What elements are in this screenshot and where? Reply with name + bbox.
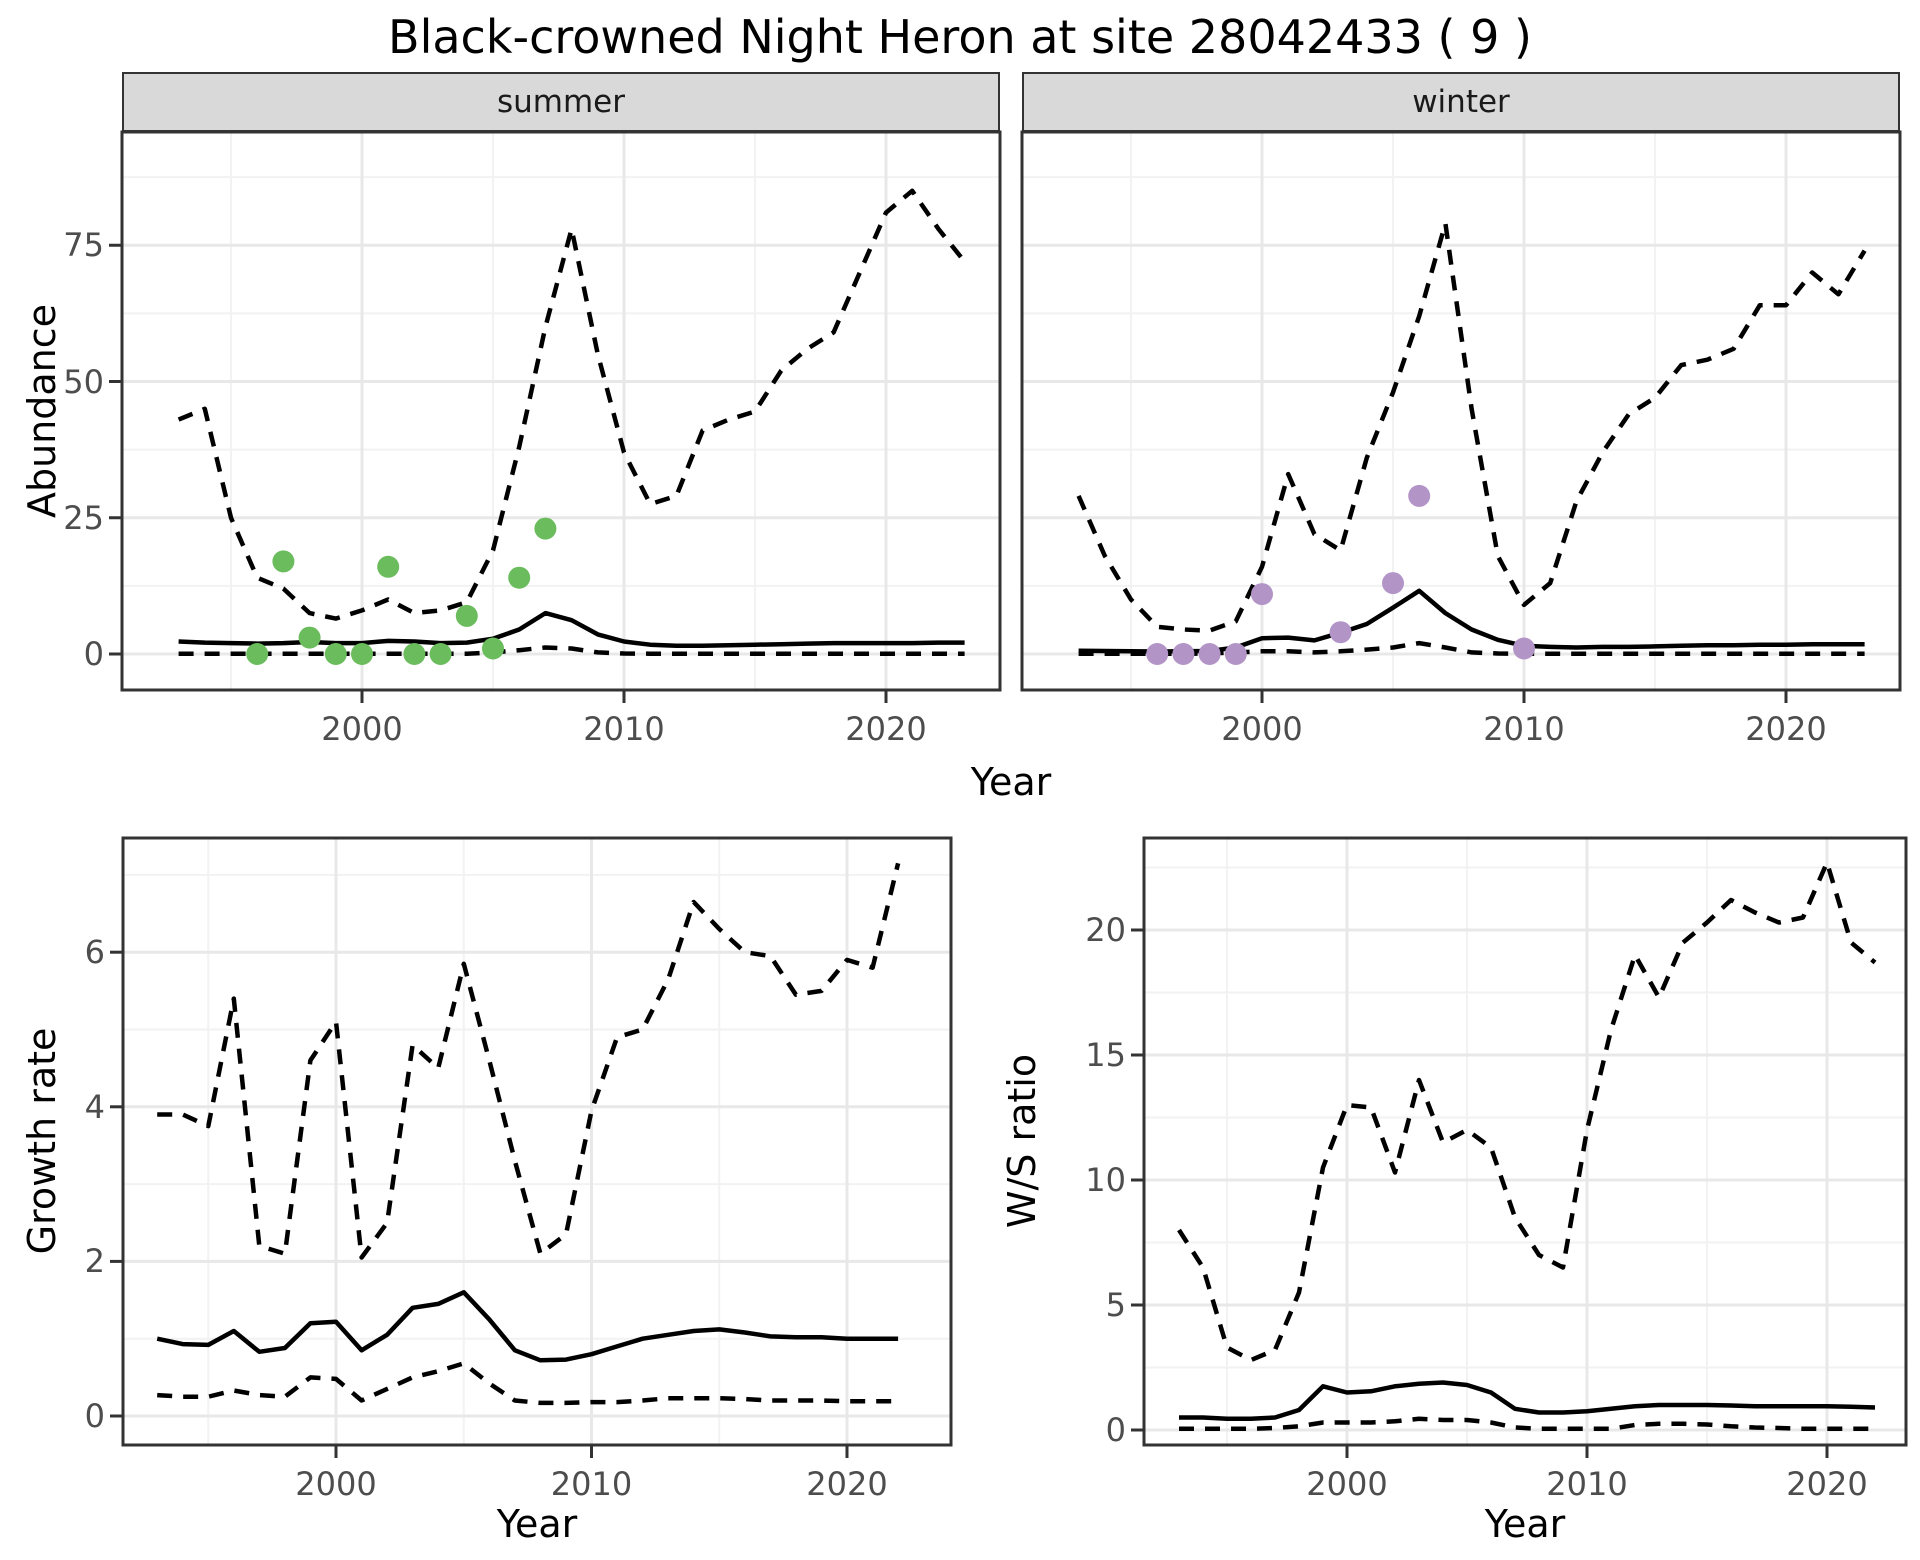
x-tick-label: 2020 xyxy=(845,710,927,748)
chart-title: Black-crowned Night Heron at site 280424… xyxy=(388,10,1532,64)
abundance_winter-median_estimate-line xyxy=(1078,588,1865,654)
ws_ratio-median_estimate-line xyxy=(1179,1380,1876,1422)
data-point xyxy=(429,643,452,665)
y-tick-label: 20 xyxy=(1085,911,1126,949)
growth_rate-median_estimate-line xyxy=(156,1290,899,1363)
panel-border xyxy=(121,836,953,1447)
y-axis-title-abundance: Abundance xyxy=(20,303,64,519)
gridlines-minor xyxy=(1144,838,1906,1445)
y-tick-label: 75 xyxy=(63,226,104,265)
data-point xyxy=(508,566,531,589)
panel-ws-ratio xyxy=(1131,836,1908,1458)
ws_ratio-plot-area xyxy=(1131,836,1908,1458)
y-tick-label: 0 xyxy=(84,1397,105,1435)
panel-border xyxy=(1020,130,1902,692)
x-tick-label: 2010 xyxy=(1546,1465,1628,1503)
abundance_winter-observed-points xyxy=(1146,484,1535,665)
data-point xyxy=(1172,643,1195,665)
x-axis-title-growth-rate: Year xyxy=(496,1502,578,1546)
x-axis-title-ws-ratio: Year xyxy=(1484,1502,1566,1546)
y-axis-title-ws-ratio: W/S ratio xyxy=(1000,1053,1044,1229)
facet-strip-label-summer: summer xyxy=(496,84,625,120)
data-point xyxy=(403,643,426,665)
gridlines-major xyxy=(1022,132,1900,690)
x-tick-label: 2020 xyxy=(806,1465,888,1503)
data-point xyxy=(455,604,478,627)
data-point xyxy=(324,643,347,665)
data-point xyxy=(1382,572,1404,595)
gridlines-minor xyxy=(1022,132,1900,690)
facet-strip-summer: summer xyxy=(122,72,1000,132)
abundance_winter-upper_95ci-line xyxy=(1076,221,1867,633)
x-tick-label: 2010 xyxy=(1483,710,1565,748)
data-point xyxy=(1251,583,1273,606)
data-point xyxy=(351,643,373,665)
x-tick-label: 2000 xyxy=(1306,1465,1388,1503)
panel-growth-rate xyxy=(110,836,953,1458)
data-point xyxy=(298,626,321,649)
y-tick-label: 10 xyxy=(1085,1161,1126,1199)
x-tick-label: 2000 xyxy=(295,1465,377,1503)
x-tick-label: 2010 xyxy=(550,1465,633,1503)
abundance_winter-plot-area xyxy=(1020,130,1902,703)
x-tick-label: 2000 xyxy=(321,710,403,748)
gridlines-major xyxy=(122,132,1000,690)
x-tick-label: 2020 xyxy=(1786,1465,1868,1503)
axis-tick-marks xyxy=(109,243,888,703)
axis-tick-marks xyxy=(1131,928,1829,1458)
abundance_summer-upper_95ci-line xyxy=(177,188,967,621)
abundance_summer-median_estimate-line xyxy=(178,610,965,649)
facet-strip-winter: winter xyxy=(1022,72,1900,132)
panel-abundance-summer xyxy=(109,130,1002,703)
y-tick-label: 6 xyxy=(84,933,105,972)
data-point xyxy=(482,637,504,660)
x-tick-label: 2000 xyxy=(1221,710,1303,748)
data-point xyxy=(534,517,557,540)
y-tick-label: 4 xyxy=(84,1087,105,1126)
y-tick-label: 50 xyxy=(63,362,104,401)
x-axis-title-top: Year xyxy=(970,760,1052,804)
gridlines-major xyxy=(123,838,951,1445)
y-tick-label: 15 xyxy=(1085,1036,1126,1074)
facet-strip-label-winter: winter xyxy=(1412,84,1510,120)
abundance_summer-lower_95ci-line xyxy=(178,645,965,656)
y-tick-label: 2 xyxy=(84,1242,105,1281)
gridlines-minor xyxy=(122,132,1000,690)
data-point xyxy=(246,643,269,665)
y-tick-label: 0 xyxy=(83,635,104,673)
data-point xyxy=(1408,484,1431,507)
axis-tick-marks xyxy=(110,950,849,1458)
ws_ratio-upper_95ci-line xyxy=(1177,860,1877,1363)
panel-abundance-winter xyxy=(1020,130,1902,703)
data-point xyxy=(1513,637,1535,660)
growth_rate-plot-area xyxy=(110,836,953,1458)
panel-border xyxy=(1142,836,1908,1447)
growth_rate-upper_95ci-line xyxy=(157,862,901,1260)
growth_rate-lower_95ci-line xyxy=(157,1361,899,1406)
data-point xyxy=(1198,643,1221,665)
data-point xyxy=(1146,643,1169,665)
gridlines-minor xyxy=(123,838,951,1445)
y-tick-label: 25 xyxy=(63,498,104,537)
data-point xyxy=(377,555,400,578)
axis-tick-marks xyxy=(1260,690,1788,703)
data-point xyxy=(272,550,295,573)
data-point xyxy=(1224,643,1247,665)
y-axis-title-growth-rate: Growth rate xyxy=(20,1027,64,1255)
panel-border xyxy=(120,130,1002,692)
data-point xyxy=(1329,621,1352,644)
y-tick-label: 5 xyxy=(1105,1286,1126,1324)
y-tick-label: 0 xyxy=(1105,1411,1126,1449)
x-tick-label: 2010 xyxy=(583,710,665,748)
x-tick-label: 2020 xyxy=(1745,710,1827,748)
gridlines-major xyxy=(1144,838,1906,1445)
abundance_summer-plot-area xyxy=(109,130,1002,703)
abundance_summer-observed-points xyxy=(246,517,557,665)
ws_ratio-lower_95ci-line xyxy=(1179,1416,1875,1432)
